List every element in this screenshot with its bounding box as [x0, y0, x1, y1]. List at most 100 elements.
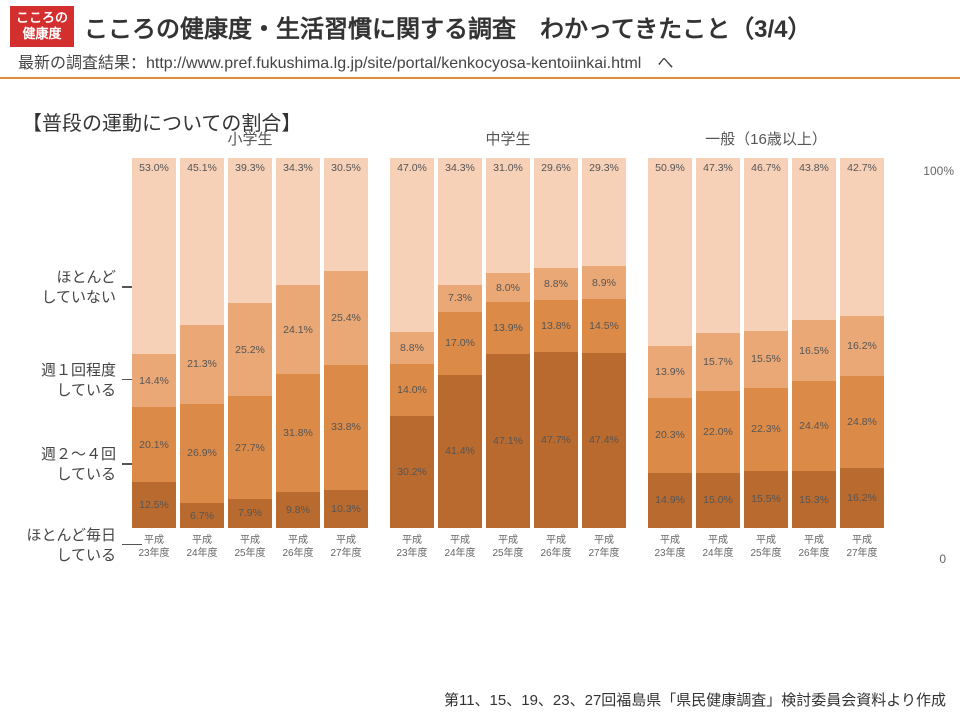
segment-value-label: 8.8% — [544, 278, 568, 290]
segment-value-label: 8.0% — [496, 282, 520, 294]
segment-value-label: 8.8% — [400, 342, 424, 354]
bar-segment: 33.8% — [324, 365, 368, 490]
bar-segment: 47.4% — [582, 353, 626, 528]
segment-value-label: 16.2% — [847, 492, 877, 504]
segment-value-label: 34.3% — [283, 162, 313, 174]
y-axis-min: 0 — [939, 552, 946, 566]
bar-segment: 42.7% — [840, 158, 884, 316]
source-caption: 第11、15、19、23、27回福島県「県民健康調査」検討委員会資料より作成 — [444, 689, 946, 710]
x-axis-label: 平成 24年度 — [438, 534, 482, 560]
segment-value-label: 13.8% — [541, 320, 571, 332]
stacked-bar: 16.2%24.8%16.2%42.7% — [840, 158, 884, 528]
bar-segment: 8.0% — [486, 273, 530, 303]
segment-value-label: 15.7% — [703, 356, 733, 368]
bar-segment: 31.8% — [276, 374, 320, 492]
bar-segment: 16.2% — [840, 316, 884, 376]
segment-value-label: 22.3% — [751, 423, 781, 435]
panel-title: 中学生 — [485, 128, 530, 150]
segment-value-label: 13.9% — [493, 322, 523, 334]
x-axis-label: 平成 25年度 — [486, 534, 530, 560]
segment-value-label: 43.8% — [799, 162, 829, 174]
bar-segment: 43.8% — [792, 158, 836, 320]
segment-value-label: 13.9% — [655, 366, 685, 378]
segment-value-label: 15.5% — [751, 353, 781, 365]
bar-segment: 16.2% — [840, 468, 884, 528]
header-badge: こころの 健康度 — [10, 6, 74, 47]
stacked-bar: 15.5%22.3%15.5%46.7% — [744, 158, 788, 528]
y-axis-max: 100% — [923, 164, 954, 178]
segment-value-label: 30.5% — [331, 162, 361, 174]
stacked-bar: 15.0%22.0%15.7%47.3% — [696, 158, 740, 528]
panel-title: 一般（16歳以上） — [705, 128, 827, 150]
panel-title: 小学生 — [227, 128, 272, 150]
bar-segment: 14.9% — [648, 473, 692, 528]
x-axis-label: 平成 24年度 — [180, 534, 224, 560]
segment-value-label: 47.4% — [589, 434, 619, 446]
segment-value-label: 15.5% — [751, 493, 781, 505]
bar-segment: 24.4% — [792, 381, 836, 471]
bar-segment: 31.0% — [486, 158, 530, 273]
stacked-bar: 41.4%17.0%7.3%34.3% — [438, 158, 482, 528]
segment-value-label: 47.3% — [703, 162, 733, 174]
segment-value-label: 15.3% — [799, 494, 829, 506]
bar-segment: 50.9% — [648, 158, 692, 346]
segment-value-label: 50.9% — [655, 162, 685, 174]
segment-value-label: 17.0% — [445, 337, 475, 349]
x-axis-label: 平成 27年度 — [840, 534, 884, 560]
segment-value-label: 14.4% — [139, 375, 169, 387]
bar-segment: 47.7% — [534, 352, 578, 528]
legend-item: 週１回程度 している — [12, 361, 126, 402]
x-axis-label: 平成 23年度 — [390, 534, 434, 560]
segment-value-label: 27.7% — [235, 442, 265, 454]
bar-segment: 24.1% — [276, 285, 320, 374]
segment-value-label: 47.0% — [397, 162, 427, 174]
bar-segment: 6.7% — [180, 503, 224, 528]
segment-value-label: 9.8% — [286, 504, 310, 516]
x-axis-label: 平成 23年度 — [132, 534, 176, 560]
segment-value-label: 7.3% — [448, 292, 472, 304]
segment-value-label: 39.3% — [235, 162, 265, 174]
stacked-bar: 6.7%26.9%21.3%45.1% — [180, 158, 224, 528]
section-title: 【普段の運動についての割合】 — [0, 79, 960, 136]
segment-value-label: 20.1% — [139, 439, 169, 451]
segment-value-label: 47.7% — [541, 434, 571, 446]
segment-value-label: 7.9% — [238, 507, 262, 519]
bar-segment: 20.3% — [648, 398, 692, 473]
chart-panel: 一般（16歳以上）14.9%20.3%13.9%50.9%15.0%22.0%1… — [648, 128, 884, 560]
bar-segment: 47.3% — [696, 158, 740, 333]
segment-value-label: 25.4% — [331, 312, 361, 324]
segment-value-label: 31.0% — [493, 162, 523, 174]
bar-segment: 41.4% — [438, 375, 482, 528]
stacked-bar: 30.2%14.0%8.8%47.0% — [390, 158, 434, 528]
stacked-bar: 9.8% 31.8% 24.1% 34.3% — [276, 158, 320, 528]
stacked-bar: 10.3%33.8%25.4%30.5% — [324, 158, 368, 528]
bar-segment: 27.7% — [228, 396, 272, 498]
bar-segment: 20.1% — [132, 407, 176, 481]
x-axis-label: 平成 23年度 — [648, 534, 692, 560]
stacked-bar-chart: 小学生12.5%20.1%14.4%53.0%6.7%26.9%21.3%45.… — [132, 160, 932, 600]
bar-segment: 9.8% — [276, 492, 320, 528]
segment-value-label: 24.1% — [283, 324, 313, 336]
bar-segment: 29.3% — [582, 158, 626, 266]
bar-segment: 15.5% — [744, 471, 788, 528]
segment-value-label: 21.3% — [187, 358, 217, 370]
segment-value-label: 16.2% — [847, 340, 877, 352]
bar-segment: 12.5% — [132, 482, 176, 528]
legend: ほとんど していない週１回程度 している週２～４回 しているほとんど毎日 してい… — [12, 268, 126, 594]
bar-segment: 25.2% — [228, 303, 272, 396]
segment-value-label: 53.0% — [139, 162, 169, 174]
page-title: こころの健康度・生活習慣に関する調査 わかってきたこと（3/4） — [84, 9, 811, 44]
x-axis-label: 平成 26年度 — [276, 534, 320, 560]
segment-value-label: 6.7% — [190, 510, 214, 522]
segment-value-label: 45.1% — [187, 162, 217, 174]
chart-panel: 小学生12.5%20.1%14.4%53.0%6.7%26.9%21.3%45.… — [132, 128, 368, 560]
bar-segment: 21.3% — [180, 325, 224, 404]
segment-value-label: 14.5% — [589, 320, 619, 332]
bar-segment: 14.0% — [390, 364, 434, 416]
stacked-bar: 47.1% 13.9% 8.0% 31.0% — [486, 158, 530, 528]
segment-value-label: 47.1% — [493, 435, 523, 447]
segment-value-label: 33.8% — [331, 421, 361, 433]
stacked-bar: 15.3%24.4%16.5%43.8% — [792, 158, 836, 528]
x-axis-label: 平成 26年度 — [792, 534, 836, 560]
segment-value-label: 24.4% — [799, 420, 829, 432]
